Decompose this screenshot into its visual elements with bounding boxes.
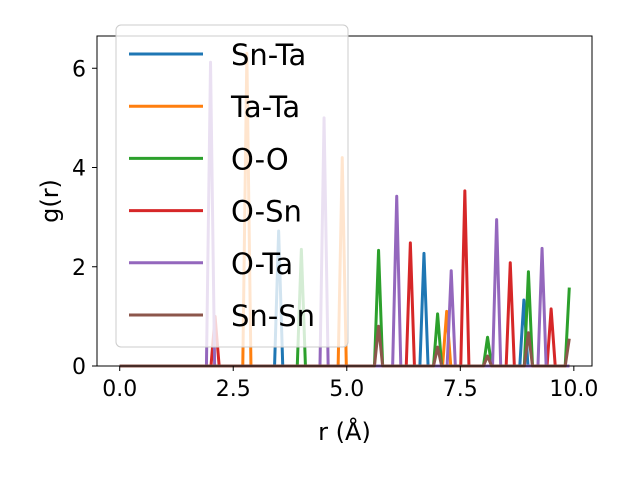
legend: Sn-Ta Ta-Ta O-O O-Sn O-Ta Sn-Sn: [115, 24, 349, 348]
x-tick-label: 5.0: [329, 377, 364, 402]
y-tick-label: 2: [72, 256, 86, 281]
x-axis-label: r (Å): [318, 417, 371, 446]
x-axis: 0.0 2.5 5.0 7.5 10.0: [102, 366, 598, 402]
y-tick-label: 6: [72, 57, 86, 82]
series-line-3: [119, 189, 570, 368]
legend-label-0: Sn-Ta: [231, 38, 306, 72]
x-tick-label: 0.0: [102, 377, 137, 402]
x-tick-label: 10.0: [549, 377, 598, 402]
y-axis: 0 2 4 6: [72, 57, 97, 380]
x-tick-label: 7.5: [443, 377, 478, 402]
y-tick-label: 0: [72, 355, 86, 380]
legend-label-5: Sn-Sn: [231, 299, 315, 333]
x-tick-label: 2.5: [216, 377, 251, 402]
legend-label-2: O-O: [231, 142, 289, 176]
y-tick-label: 4: [72, 157, 86, 182]
legend-label-3: O-Sn: [231, 195, 302, 229]
legend-label-1: Ta-Ta: [230, 90, 300, 124]
legend-label-4: O-Ta: [231, 247, 293, 281]
y-axis-label: g(r): [36, 179, 64, 223]
